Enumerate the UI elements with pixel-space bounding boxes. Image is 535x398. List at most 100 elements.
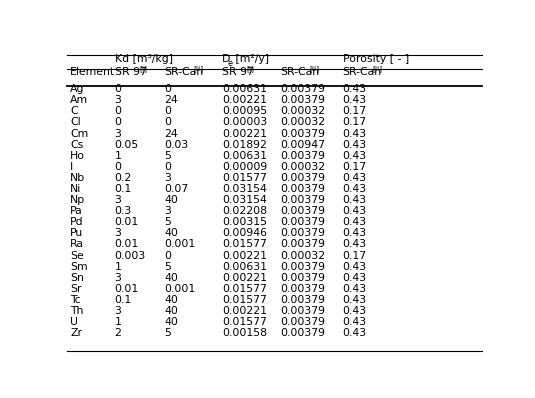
Text: 0.00315: 0.00315: [223, 217, 268, 227]
Text: Pa: Pa: [70, 206, 83, 216]
Text: U: U: [70, 317, 78, 327]
Text: Sn: Sn: [70, 273, 84, 283]
Text: 0.00379: 0.00379: [280, 95, 325, 105]
Text: 0.00095: 0.00095: [223, 106, 268, 116]
Text: 0.00221: 0.00221: [223, 250, 268, 261]
Text: SR-Can: SR-Can: [280, 67, 319, 77]
Text: Sr: Sr: [70, 284, 82, 294]
Text: 0.00379: 0.00379: [280, 295, 325, 305]
Text: 3: 3: [114, 129, 121, 139]
Text: 0: 0: [114, 84, 121, 94]
Text: 0.00221: 0.00221: [223, 95, 268, 105]
Text: 0.01: 0.01: [114, 240, 139, 250]
Text: 0.43: 0.43: [342, 173, 366, 183]
Text: 0.07: 0.07: [164, 184, 188, 194]
Text: 0.43: 0.43: [342, 184, 366, 194]
Text: 0: 0: [114, 117, 121, 127]
Text: Zr: Zr: [70, 328, 82, 338]
Text: 0.00009: 0.00009: [223, 162, 268, 172]
Text: Pu: Pu: [70, 228, 83, 238]
Text: 0.43: 0.43: [342, 217, 366, 227]
Text: Ho: Ho: [70, 151, 85, 161]
Text: 5: 5: [164, 217, 171, 227]
Text: 0.00379: 0.00379: [280, 306, 325, 316]
Text: 0.43: 0.43: [342, 95, 366, 105]
Text: Pd: Pd: [70, 217, 84, 227]
Text: 0.17: 0.17: [342, 250, 366, 261]
Text: 0.17: 0.17: [342, 106, 366, 116]
Text: 0.05: 0.05: [114, 140, 139, 150]
Text: Th: Th: [70, 306, 83, 316]
Text: 0.00032: 0.00032: [280, 117, 325, 127]
Text: 1: 1: [114, 151, 121, 161]
Text: 0.43: 0.43: [342, 206, 366, 216]
Text: 0.00379: 0.00379: [280, 217, 325, 227]
Text: 3: 3: [164, 173, 171, 183]
Text: Porosity [ - ]: Porosity [ - ]: [342, 54, 409, 64]
Text: 0.00379: 0.00379: [280, 228, 325, 238]
Text: Ni: Ni: [70, 184, 81, 194]
Text: 0.001: 0.001: [164, 240, 196, 250]
Text: 0.00379: 0.00379: [280, 261, 325, 271]
Text: 0.00379: 0.00379: [280, 284, 325, 294]
Text: 0.01: 0.01: [114, 284, 139, 294]
Text: 0.43: 0.43: [342, 261, 366, 271]
Text: 1: 1: [114, 261, 121, 271]
Text: I: I: [70, 162, 73, 172]
Text: 0.00379: 0.00379: [280, 195, 325, 205]
Text: 3: 3: [114, 195, 121, 205]
Text: 0.00379: 0.00379: [280, 84, 325, 94]
Text: 0.00379: 0.00379: [280, 206, 325, 216]
Text: 0.43: 0.43: [342, 295, 366, 305]
Text: 0.00947: 0.00947: [280, 140, 325, 150]
Text: 0.01577: 0.01577: [223, 240, 268, 250]
Text: 0.2: 0.2: [114, 173, 132, 183]
Text: 0.43: 0.43: [342, 84, 366, 94]
Text: 0.001: 0.001: [164, 284, 196, 294]
Text: 24: 24: [164, 129, 178, 139]
Text: Sm: Sm: [70, 261, 88, 271]
Text: 0.43: 0.43: [342, 317, 366, 327]
Text: 0.00379: 0.00379: [280, 129, 325, 139]
Text: SR-Can: SR-Can: [164, 67, 203, 77]
Text: 0.01577: 0.01577: [223, 295, 268, 305]
Text: 0: 0: [114, 162, 121, 172]
Text: 0.00032: 0.00032: [280, 162, 325, 172]
Text: 0.43: 0.43: [342, 284, 366, 294]
Text: 0.43: 0.43: [342, 306, 366, 316]
Text: 24: 24: [164, 95, 178, 105]
Text: 0.17: 0.17: [342, 162, 366, 172]
Text: 0.00221: 0.00221: [223, 129, 268, 139]
Text: SR 97: SR 97: [223, 67, 254, 77]
Text: 40: 40: [164, 195, 178, 205]
Text: 0.00221: 0.00221: [223, 273, 268, 283]
Text: 0.00158: 0.00158: [223, 328, 268, 338]
Text: Ra: Ra: [70, 240, 84, 250]
Text: 0: 0: [164, 106, 171, 116]
Text: [i]: [i]: [247, 65, 255, 72]
Text: 0.01: 0.01: [114, 217, 139, 227]
Text: 0.1: 0.1: [114, 295, 132, 305]
Text: 0.03: 0.03: [164, 140, 188, 150]
Text: 40: 40: [164, 317, 178, 327]
Text: 5: 5: [164, 328, 171, 338]
Text: SR-Can: SR-Can: [342, 67, 382, 77]
Text: 0.00631: 0.00631: [223, 261, 268, 271]
Text: Ag: Ag: [70, 84, 85, 94]
Text: 0.00379: 0.00379: [280, 184, 325, 194]
Text: 40: 40: [164, 273, 178, 283]
Text: 0.00379: 0.00379: [280, 328, 325, 338]
Text: 0.00221: 0.00221: [223, 306, 268, 316]
Text: Np: Np: [70, 195, 86, 205]
Text: 0.43: 0.43: [342, 328, 366, 338]
Text: 0.01577: 0.01577: [223, 284, 268, 294]
Text: 40: 40: [164, 228, 178, 238]
Text: 0.00032: 0.00032: [280, 106, 325, 116]
Text: 40: 40: [164, 295, 178, 305]
Text: 0.03154: 0.03154: [223, 195, 268, 205]
Text: 0.17: 0.17: [342, 117, 366, 127]
Text: [ii]: [ii]: [372, 65, 382, 72]
Text: [m²/y]: [m²/y]: [232, 54, 269, 64]
Text: 0.43: 0.43: [342, 240, 366, 250]
Text: Cs: Cs: [70, 140, 83, 150]
